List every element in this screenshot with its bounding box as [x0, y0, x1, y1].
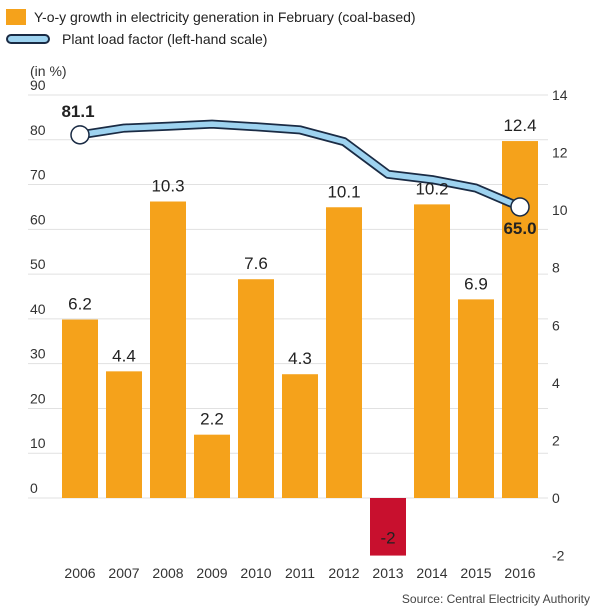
left-tick-label: 0 [30, 480, 38, 496]
right-tick-label: 12 [552, 145, 568, 161]
left-tick-label: 80 [30, 122, 46, 138]
bar-value-label: 2.2 [200, 410, 224, 429]
x-tick-label: 2012 [328, 565, 359, 581]
bar-2012 [326, 207, 362, 498]
left-tick-label: 90 [30, 77, 46, 93]
axes: 0 10 20 30 40 50 60 70 80 90 -2 0 2 4 6 8 10 12 14 2006 2007… [30, 77, 568, 581]
plf-point-marker [70, 125, 90, 145]
right-tick-label: 0 [552, 490, 560, 506]
bar-value-label: 6.2 [68, 295, 92, 314]
bar-value-label: 12.4 [503, 116, 536, 135]
plf-value-label: 81.1 [61, 102, 94, 121]
x-tick-label: 2013 [372, 565, 403, 581]
bar-value-label: 10.2 [415, 179, 448, 198]
legend: Y-o-y growth in electricity generation i… [6, 6, 416, 50]
bar-2011 [282, 374, 318, 498]
right-tick-label: 4 [552, 375, 560, 391]
legend-line-label: Plant load factor (left-hand scale) [62, 31, 268, 47]
bar-2014 [414, 204, 450, 498]
right-tick-label: 2 [552, 432, 560, 448]
bar-2010 [238, 279, 274, 498]
left-tick-label: 70 [30, 167, 46, 183]
bar-2016 [502, 141, 538, 499]
bar-value-label: 10.3 [151, 177, 184, 196]
bar-value-label: 4.4 [112, 346, 136, 365]
gridlines [28, 94, 548, 499]
bar-2008 [150, 201, 186, 498]
legend-bar-label: Y-o-y growth in electricity generation i… [34, 9, 416, 25]
bar-2013 [370, 498, 406, 556]
bar-2009 [194, 434, 230, 498]
bar-2007 [106, 371, 142, 498]
bar-2015 [458, 299, 494, 498]
right-tick-label: 10 [552, 202, 568, 218]
x-tick-label: 2015 [460, 565, 491, 581]
data-labels: 6.2 4.4 10.3 2.2 7.6 4.3 10.1 -2 10.2 6.9 12.4 81.1… [61, 102, 536, 548]
x-tick-label: 2006 [64, 565, 95, 581]
bar-value-label: 6.9 [464, 274, 488, 293]
legend-bar-swatch [6, 9, 26, 25]
x-tick-label: 2011 [285, 565, 315, 581]
legend-item-bars: Y-o-y growth in electricity generation i… [6, 6, 416, 28]
source-note: Source: Central Electricity Authority [401, 592, 590, 606]
right-tick-label: -2 [552, 548, 565, 564]
x-tick-label: 2016 [504, 565, 535, 581]
bar-value-label: 4.3 [288, 349, 312, 368]
left-tick-label: 40 [30, 301, 46, 317]
bars [62, 141, 538, 556]
right-tick-label: 6 [552, 317, 560, 333]
x-tick-label: 2008 [152, 565, 183, 581]
x-tick-label: 2010 [240, 565, 271, 581]
left-tick-label: 20 [30, 390, 46, 406]
left-tick-label: 10 [30, 435, 46, 451]
unit-label: (in %) [30, 63, 67, 79]
bar-value-label: -2 [380, 529, 395, 548]
plf-value-label: 65.0 [503, 219, 536, 238]
legend-line-swatch [6, 34, 50, 44]
x-tick-label: 2014 [416, 565, 447, 581]
bar-value-label: 7.6 [244, 254, 268, 273]
bar-2006 [62, 319, 98, 498]
right-tick-label: 14 [552, 87, 568, 103]
left-tick-label: 60 [30, 211, 46, 227]
bar-value-label: 10.1 [327, 182, 360, 201]
plf-line-fill [77, 121, 523, 210]
plf-line [70, 119, 530, 217]
legend-item-line: Plant load factor (left-hand scale) [6, 28, 416, 50]
x-tick-label: 2007 [108, 565, 139, 581]
left-tick-label: 50 [30, 256, 46, 272]
x-tick-label: 2009 [196, 565, 227, 581]
plf-line-outline [75, 119, 525, 212]
left-tick-label: 30 [30, 346, 46, 362]
plf-point-marker [510, 197, 530, 217]
right-tick-label: 8 [552, 260, 560, 276]
